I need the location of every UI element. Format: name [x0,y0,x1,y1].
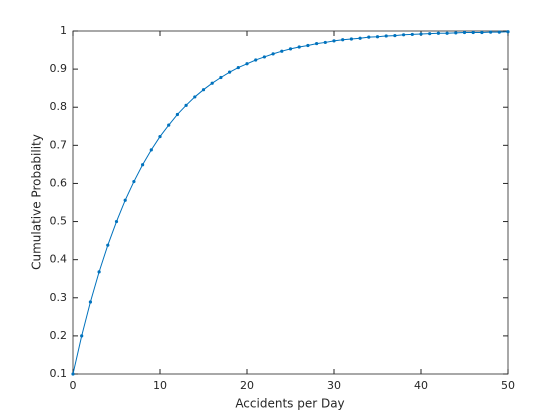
point [141,163,145,167]
x-tick-label: 30 [327,379,341,392]
point [71,372,75,376]
point [288,47,293,51]
y-tick-label: 0.6 [50,176,68,189]
point [419,32,423,36]
y-axis-label: Cumulative Probability [30,134,44,270]
point [358,36,362,40]
point [349,37,353,41]
point [262,55,266,59]
x-tick-label: 50 [501,379,515,392]
point [123,198,127,202]
point [384,34,388,38]
point [88,300,92,304]
point [323,40,327,45]
point [454,31,458,35]
point [497,30,501,34]
axes-box [72,30,509,375]
y-tick-label: 0.5 [50,215,68,228]
x-tick-label: 40 [414,379,428,392]
point [445,31,449,35]
point [332,39,336,43]
point [97,270,101,274]
point [106,243,110,247]
point [132,179,136,184]
point [210,81,214,85]
y-tick-label: 0.7 [50,138,68,151]
point [219,75,223,80]
point [341,38,345,42]
y-tick-label: 0.2 [50,329,68,342]
point [315,41,319,46]
point [236,65,240,70]
point [297,45,301,49]
point [167,123,171,127]
point [245,62,249,66]
point [193,95,197,99]
point [271,52,275,56]
x-tick-label: 20 [240,379,254,392]
y-tick-label: 1 [60,24,67,37]
x-tick-label: 0 [70,379,77,392]
point [480,30,484,35]
point [280,49,284,53]
y-tick-label: 0.9 [50,62,68,75]
x-tick-label: 10 [153,379,167,392]
y-tick-label: 0.1 [50,367,68,380]
point [506,30,510,34]
point [471,30,475,35]
point [402,33,406,37]
point [149,148,153,152]
point [175,112,179,117]
point [436,31,440,35]
point [114,219,119,224]
point [462,30,467,35]
point [489,30,493,34]
point [367,35,371,39]
point [184,103,188,107]
point [254,58,258,62]
point [428,32,432,36]
point [158,134,162,139]
x-axis-label: Accidents per Day [235,397,344,411]
point [410,32,414,37]
y-tick-label: 0.8 [50,100,68,113]
point [80,334,84,338]
y-tick-label: 0.3 [50,291,68,304]
point [201,88,206,92]
point [306,43,310,48]
point [228,70,232,74]
y-tick-label: 0.4 [50,253,68,266]
point [393,33,397,38]
point [375,35,380,39]
